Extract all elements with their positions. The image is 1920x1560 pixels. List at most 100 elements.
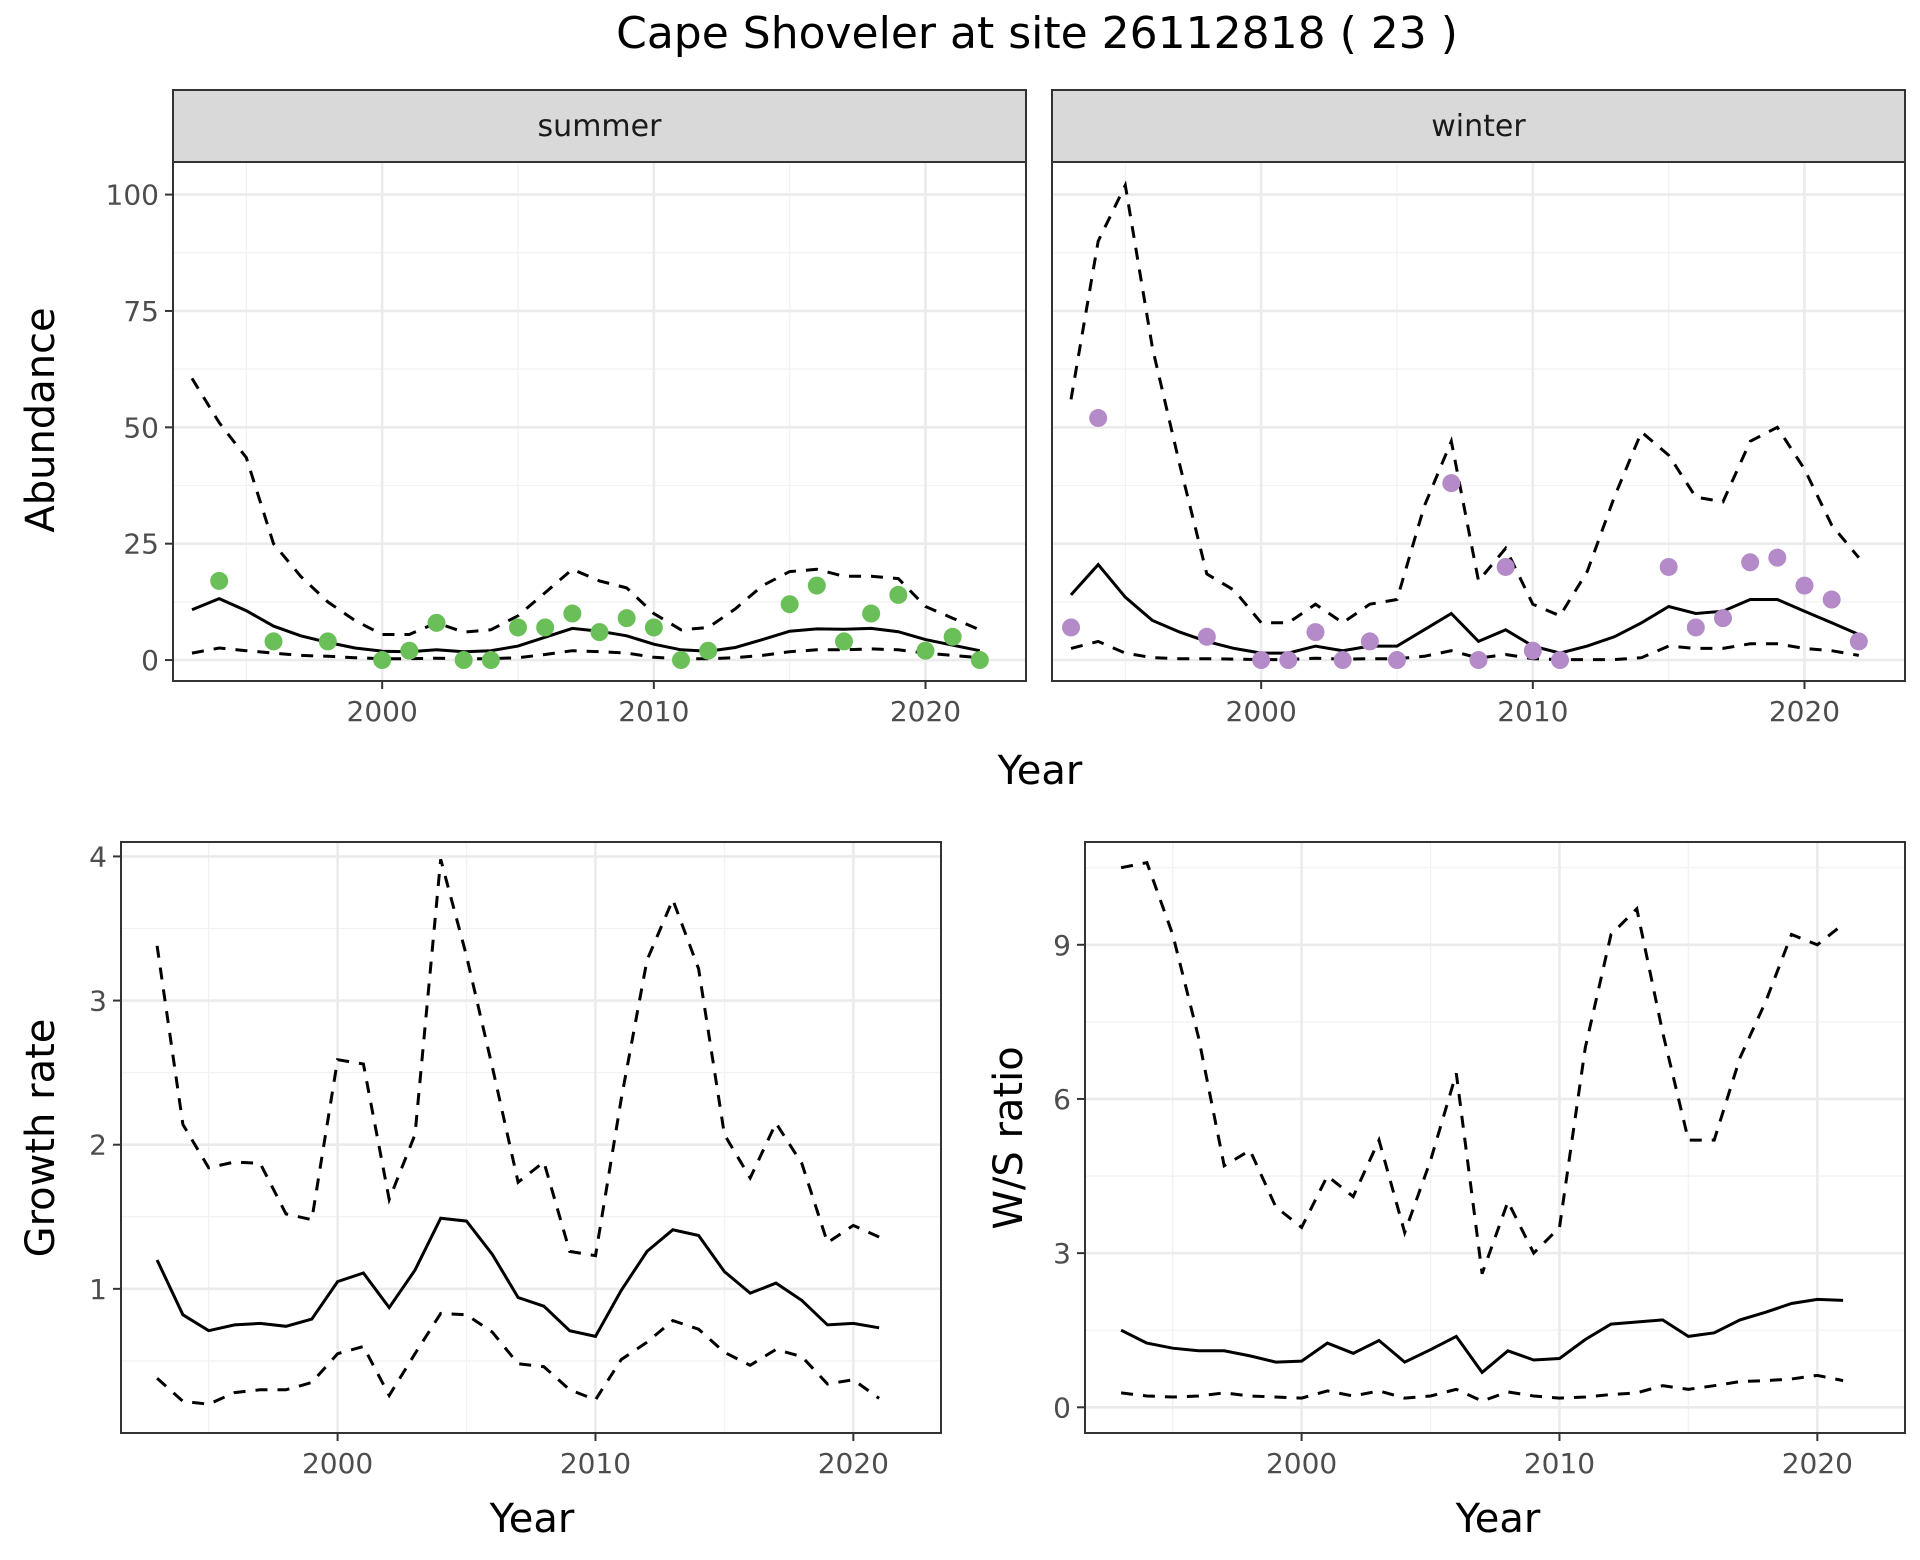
mean-line [155,1216,880,1339]
observed-point [1089,409,1108,428]
y-tick-label: 1 [89,1273,107,1306]
panel-winter-abundance: winter 2000 2010 2020 [1051,89,1906,728]
observed-point [862,604,881,623]
observed-point [1741,553,1760,572]
observed-point [943,627,962,646]
x-tick-label: 2020 [818,1447,889,1480]
y-tick-label: 9 [1053,929,1071,962]
observed-point [1795,576,1814,595]
y-tick-label: 100 [106,179,159,212]
panel-border [120,841,942,1434]
mean-line [1120,1297,1844,1375]
observed-point [563,604,582,623]
observed-point [780,595,799,614]
x-tick-label: 2000 [302,1447,373,1480]
observed-point [590,623,609,642]
upper-bound-line [190,377,981,636]
y-tick-label: 3 [89,985,107,1018]
observed-point [699,641,718,660]
observed-point [1442,474,1461,493]
observed-point [481,651,500,670]
observed-point [318,632,337,651]
x-tick-label: 2020 [1769,695,1840,728]
observed-point [1062,618,1081,637]
observed-point [834,632,853,651]
observed-point [807,576,826,595]
observed-point [1523,641,1542,660]
panel-border [1084,841,1906,1434]
x-tick-label: 2010 [618,695,689,728]
observed-point [536,618,555,637]
plot-background [1052,162,1905,681]
observed-point [264,632,283,651]
x-tick-label: 2000 [347,695,418,728]
observed-point [1279,651,1298,670]
growth-x-axis-title: Year [489,1496,575,1542]
observed-point [1306,623,1325,642]
x-tick-label: 2010 [1524,1447,1595,1480]
x-tick-label: 2020 [1782,1447,1853,1480]
y-tick-label: 50 [123,411,159,444]
y-tick-label: 0 [141,644,159,677]
facet-strip-label: winter [1431,109,1526,144]
observed-point [617,609,636,628]
x-tick-label: 2020 [890,695,961,728]
observed-point [1686,618,1705,637]
observed-point [889,585,908,604]
plot-background [1085,842,1905,1433]
observed-point [1768,548,1787,567]
observed-point [1333,651,1352,670]
y-tick-label: 4 [89,840,107,873]
observed-point [1496,557,1515,576]
observed-point [1659,557,1678,576]
ratio-y-axis-title: W/S ratio [986,1046,1032,1229]
top-x-axis-title: Year [997,748,1083,794]
facet-strip [172,89,1027,163]
observed-point [644,618,663,637]
x-tick-label: 2000 [1226,695,1297,728]
observed-point [400,641,419,660]
observed-point [671,651,690,670]
observed-point [1713,609,1732,628]
top-y-axis-title: Abundance [18,307,64,532]
observed-point [1360,632,1379,651]
lower-bound-line [191,646,980,661]
observed-point [454,651,473,670]
plot-background [173,162,1026,681]
observed-point [1469,651,1488,670]
facet-strip-label: summer [538,109,663,144]
y-tick-label: 3 [1053,1237,1071,1270]
observed-point [427,613,446,632]
y-tick-label: 25 [123,528,159,561]
y-tick-label: 75 [123,295,159,328]
observed-point [1849,632,1868,651]
observed-point [210,571,229,590]
x-tick-label: 2010 [560,1447,631,1480]
observed-point [509,618,528,637]
observed-point [970,651,989,670]
observed-point [1252,651,1271,670]
growth-y-axis-title: Growth rate [18,1019,64,1258]
upper-bound-line [1069,180,1860,625]
y-tick-label: 6 [1053,1083,1071,1116]
panel-ws-ratio: 2000 2010 2020 0 3 6 9 [1053,841,1906,1480]
panel-summer-abundance: summer 2000 2010 2020 0 25 50 75 100 [106,89,1027,728]
observed-point [916,641,935,660]
upper-bound-line [155,858,880,1258]
ratio-x-axis-title: Year [1455,1496,1541,1542]
plot-background [121,842,941,1433]
lower-bound-line [1070,639,1860,662]
figure-title: Cape Shoveler at site 26112818 ( 23 ) [616,8,1458,59]
facet-strip [1051,89,1906,163]
upper-bound-line [1120,860,1845,1275]
observed-point [1388,651,1407,670]
x-tick-label: 2010 [1497,695,1568,728]
observed-point [1550,651,1569,670]
observed-point [1197,627,1216,646]
x-tick-label: 2000 [1266,1447,1337,1480]
observed-point [373,651,392,670]
y-tick-label: 0 [1053,1391,1071,1424]
panel-growth-rate: 2000 2010 2020 1 2 3 4 [89,840,942,1480]
lower-bound-line [1120,1373,1844,1403]
